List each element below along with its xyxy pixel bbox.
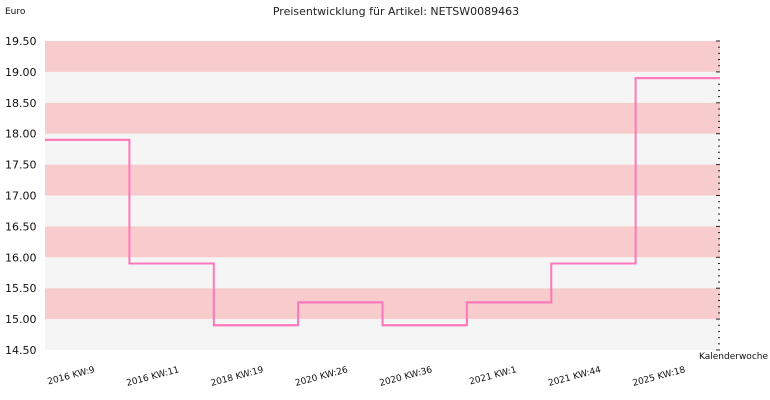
chart-title: Preisentwicklung für Artikel: NETSW00894… — [273, 5, 519, 18]
y-axis-label: Euro — [5, 7, 26, 17]
y-tick-label: 14.50 — [5, 344, 37, 357]
background-bands — [45, 41, 720, 350]
x-tick-label: 2021 KW:44 — [547, 365, 602, 389]
x-tick-label: 2016 KW:11 — [125, 365, 180, 389]
grid-band — [45, 71, 720, 103]
y-tick-label: 19.50 — [5, 35, 37, 48]
y-tick-label: 18.00 — [5, 128, 37, 141]
x-axis-label: Kalenderwoche — [699, 352, 768, 362]
y-axis: 14.50 15.00 15.50 16.00 16.50 17.00 17.50 18.00… — [5, 35, 37, 357]
x-tick-label: 2020 KW:36 — [379, 365, 434, 389]
x-tick-label: 2021 KW:1 — [468, 365, 517, 387]
grid-band — [45, 257, 720, 289]
y-tick-label: 16.50 — [5, 220, 37, 233]
grid-band — [45, 195, 720, 227]
grid-band — [45, 226, 720, 258]
y-tick-label: 15.50 — [5, 282, 37, 295]
x-tick-label: 2025 KW:18 — [632, 365, 687, 389]
y-tick-label: 17.50 — [5, 159, 37, 172]
y-tick-label: 19.00 — [5, 66, 37, 79]
grid-band — [45, 164, 720, 196]
y-tick-label: 18.50 — [5, 97, 37, 110]
series-layer — [45, 77, 720, 327]
grid-band — [45, 41, 720, 72]
x-tick-label: 2016 KW:9 — [47, 365, 97, 387]
grid-band — [45, 133, 720, 165]
y-tick-label: 15.00 — [5, 313, 37, 326]
grid-band — [45, 102, 720, 134]
y-tick-label: 16.00 — [5, 251, 37, 264]
x-tick-label: 2018 KW:19 — [210, 365, 265, 389]
x-tick-label: 2020 KW:26 — [294, 365, 349, 389]
y-tick-label: 17.00 — [5, 190, 37, 203]
x-axis: 2016 KW:9 2016 KW:11 2018 KW:19 2020 KW:26 2… — [47, 365, 687, 389]
